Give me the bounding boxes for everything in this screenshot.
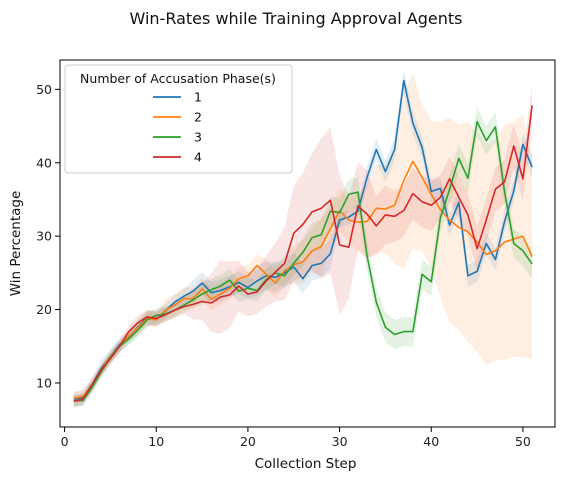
series-3-band bbox=[73, 107, 533, 407]
series-4-line bbox=[73, 105, 533, 403]
x-tick-label: 40 bbox=[423, 434, 439, 449]
y-tick-label: 30 bbox=[36, 229, 52, 244]
series-3-line bbox=[73, 120, 533, 402]
x-tick-label: 0 bbox=[61, 434, 69, 449]
x-tick-label: 30 bbox=[332, 434, 348, 449]
series-lines bbox=[73, 79, 533, 403]
x-tick-label: 20 bbox=[240, 434, 256, 449]
y-tick-label: 20 bbox=[36, 302, 52, 317]
legend: Number of Accusation Phase(s) 1 2 3 4 bbox=[64, 64, 293, 174]
x-axis-label: Collection Step bbox=[255, 456, 357, 472]
series-4-band bbox=[73, 83, 533, 408]
legend-label-3: 3 bbox=[194, 130, 202, 145]
x-axis-ticks: 0 10 20 30 40 50 bbox=[61, 427, 531, 449]
x-tick-label: 50 bbox=[515, 434, 531, 449]
legend-label-4: 4 bbox=[194, 150, 202, 165]
chart-title: Win-Rates while Training Approval Agents bbox=[130, 9, 463, 28]
legend-label-2: 2 bbox=[194, 110, 202, 125]
y-tick-label: 50 bbox=[36, 82, 52, 97]
legend-box bbox=[64, 64, 293, 174]
legend-title: Number of Accusation Phase(s) bbox=[80, 71, 276, 86]
y-tick-label: 10 bbox=[36, 375, 52, 390]
y-tick-label: 40 bbox=[36, 155, 52, 170]
series-2-band bbox=[73, 73, 533, 405]
plot-area-frame bbox=[59, 59, 556, 428]
y-axis-ticks: 10 20 30 40 50 bbox=[36, 82, 60, 390]
legend-label-1: 1 bbox=[194, 90, 202, 105]
x-tick-label: 10 bbox=[148, 434, 164, 449]
confidence-bands bbox=[73, 69, 533, 408]
legend-entries: 1 2 3 4 bbox=[153, 90, 202, 165]
y-axis-label: Win Percentage bbox=[8, 191, 24, 297]
